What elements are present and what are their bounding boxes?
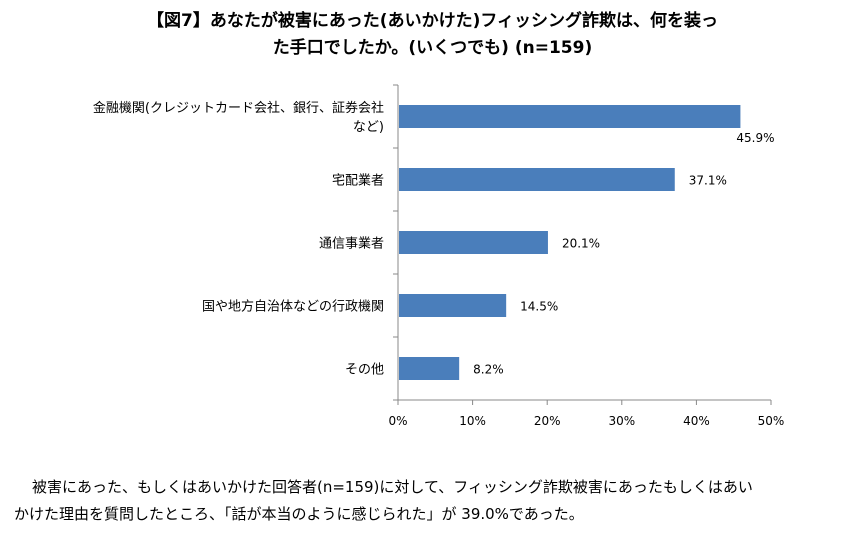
category-label: 宅配業者: [332, 173, 384, 189]
category-label: 通信事業者: [319, 236, 384, 252]
category-label: その他: [345, 363, 384, 378]
data-label: 37.1%: [689, 174, 727, 188]
x-tick-label: 0%: [388, 414, 407, 428]
x-tick-label: 20%: [534, 414, 561, 428]
bar: [399, 168, 675, 191]
data-label: 8.2%: [473, 363, 504, 377]
x-tick-label: 50%: [758, 414, 785, 428]
data-label: 20.1%: [562, 237, 600, 251]
category-label: 金融機関(クレジットカード会社、銀行、証券会社: [93, 100, 384, 116]
category-label: など): [353, 120, 384, 135]
x-tick-label: 30%: [608, 414, 635, 428]
bar: [399, 105, 741, 128]
summary-note-line-2: かけた理由を質問したところ、「話が本当のように感じられた」が 39.0%であった…: [14, 505, 584, 523]
bar: [399, 357, 460, 380]
x-tick-label: 40%: [683, 414, 710, 428]
bar: [399, 294, 507, 317]
chart-title-line-2: た手口でしたか。(いくつでも) (n=159): [272, 38, 593, 58]
category-label: 国や地方自治体などの行政機関: [202, 299, 384, 315]
x-tick-label: 10%: [459, 414, 486, 428]
bar: [399, 231, 548, 254]
chart-title-line-1: 【図7】あなたが被害にあった(あいかけた)フィッシング詐欺は、何を装っ: [146, 11, 719, 31]
data-label: 14.5%: [520, 300, 558, 314]
summary-note: 被害にあった、もしくはあいかけた回答者(n=159)に対して、フィッシング詐欺被…: [14, 474, 859, 528]
bar-chart: 0% 10% 20% 30% 40% 50% 45.9% 金融機関(クレジットカード会社、銀行…: [93, 84, 785, 428]
chart-title: 【図7】あなたが被害にあった(あいかけた)フィッシング詐欺は、何を装っ た手口で…: [0, 8, 865, 62]
data-label: 45.9%: [736, 131, 774, 145]
summary-note-line-1: 被害にあった、もしくはあいかけた回答者(n=159)に対して、フィッシング詐欺被…: [32, 478, 753, 496]
